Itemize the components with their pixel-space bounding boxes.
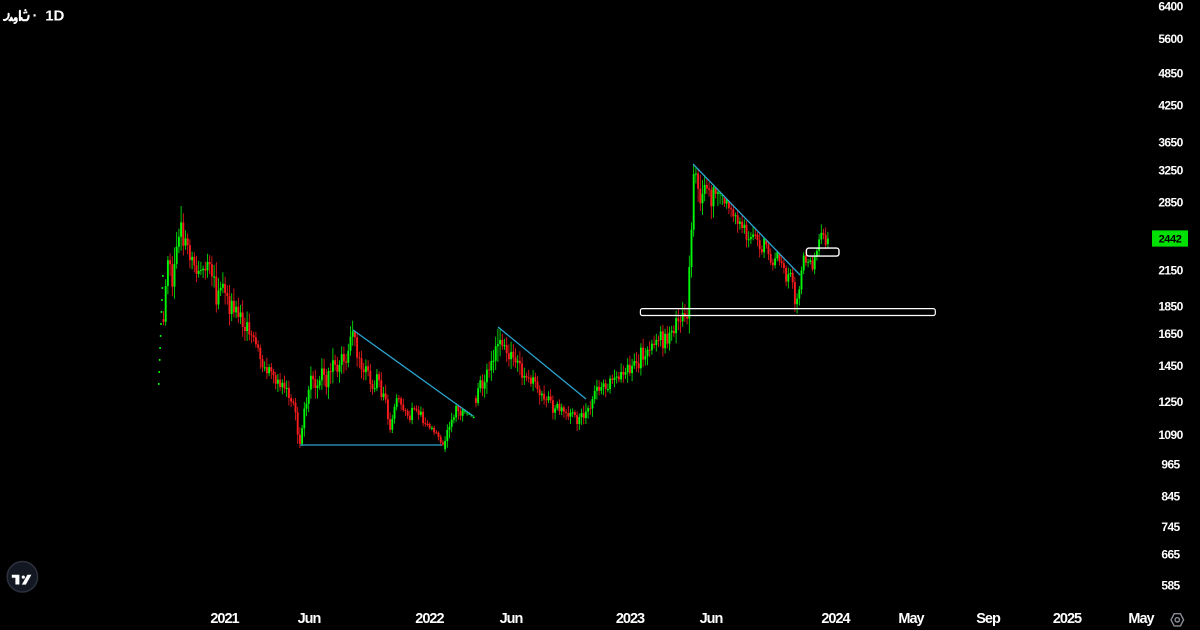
- svg-text:2150: 2150: [1158, 264, 1183, 278]
- svg-text:1090: 1090: [1158, 428, 1183, 442]
- svg-text:1650: 1650: [1158, 327, 1183, 341]
- svg-text:May: May: [1128, 611, 1154, 627]
- svg-text:965: 965: [1161, 458, 1180, 472]
- svg-text:·: ·: [33, 7, 38, 24]
- svg-text:2850: 2850: [1158, 196, 1183, 210]
- svg-text:2025: 2025: [1053, 611, 1082, 627]
- svg-text:4850: 4850: [1158, 67, 1183, 81]
- svg-text:3650: 3650: [1158, 136, 1183, 150]
- svg-text:Sep: Sep: [976, 611, 1001, 627]
- svg-text:1450: 1450: [1158, 359, 1183, 373]
- svg-text:585: 585: [1161, 579, 1180, 593]
- svg-text:1D: 1D: [45, 7, 64, 24]
- svg-text:2442: 2442: [1159, 234, 1182, 246]
- svg-text:Jun: Jun: [700, 611, 723, 627]
- svg-text:Jun: Jun: [500, 611, 523, 627]
- svg-text:2024: 2024: [821, 611, 850, 627]
- svg-text:1850: 1850: [1158, 300, 1183, 314]
- svg-text:Jun: Jun: [298, 611, 321, 627]
- svg-text:3250: 3250: [1158, 164, 1183, 178]
- svg-text:1250: 1250: [1158, 395, 1183, 409]
- svg-text:4250: 4250: [1158, 99, 1183, 113]
- svg-text:845: 845: [1161, 490, 1180, 504]
- svg-text:665: 665: [1161, 548, 1180, 562]
- svg-text:5600: 5600: [1158, 32, 1183, 46]
- svg-text:2021: 2021: [210, 611, 239, 627]
- svg-text:May: May: [898, 611, 924, 627]
- svg-text:2023: 2023: [616, 611, 645, 627]
- svg-text:2022: 2022: [415, 611, 444, 627]
- svg-text:745: 745: [1161, 520, 1180, 534]
- svg-text:6400: 6400: [1158, 0, 1183, 14]
